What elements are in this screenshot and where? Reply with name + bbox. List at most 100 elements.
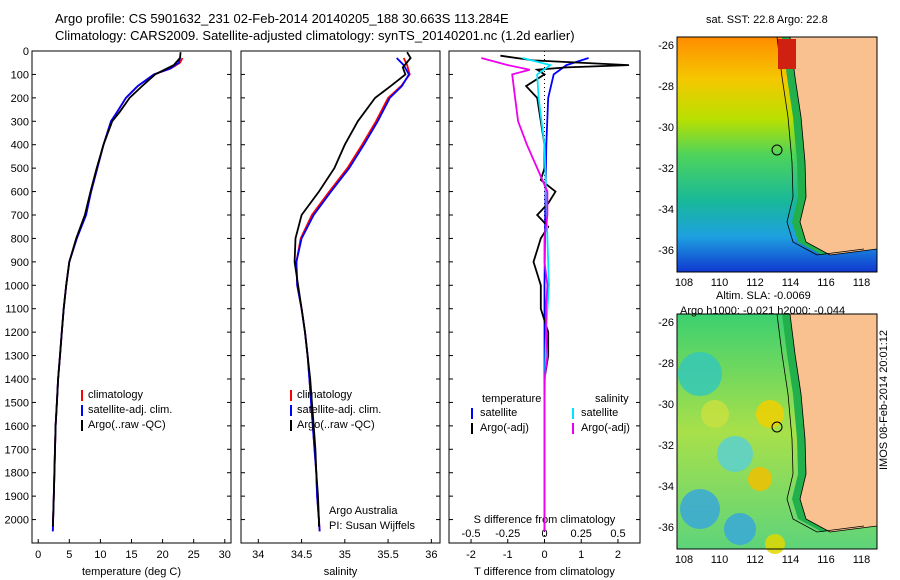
map-lon-tick: 110 (711, 277, 729, 289)
map-lat-tick: -30 (658, 122, 674, 134)
depth-tick-label: 100 (11, 69, 29, 81)
sla-map-title: Altim. SLA: -0.0069 (716, 290, 811, 302)
annotation-text: PI: Susan Wijffels (329, 520, 415, 532)
depth-tick-label: 300 (11, 116, 29, 128)
map-lat-tick: -26 (658, 317, 674, 329)
depth-tick-label: 1000 (5, 280, 29, 292)
sla-anomaly (717, 436, 753, 472)
map-lon-tick: 114 (782, 554, 800, 566)
map-lon-tick: 112 (746, 554, 764, 566)
depth-tick-label: 1700 (5, 444, 29, 456)
diff-s-tick-label: 0.5 (610, 528, 625, 540)
argo-float-marker (771, 421, 783, 433)
map-lat-tick: -26 (658, 40, 674, 52)
legend-label: satellite (581, 407, 618, 419)
diff-t-tick-label: -1 (503, 549, 513, 561)
depth-tick-label: 1600 (5, 421, 29, 433)
map-lon-tick: 116 (817, 554, 835, 566)
series-line (293, 51, 412, 527)
depth-tick-label: 800 (11, 233, 29, 245)
temperature-xtick-label: 20 (156, 549, 168, 561)
depth-tick-label: 200 (11, 93, 29, 105)
legend-label: Argo(..raw -QC) (297, 419, 375, 431)
difference-axis-label: T difference from climatology (474, 566, 615, 578)
sla-anomaly (678, 352, 722, 396)
map-lat-tick: -36 (658, 522, 674, 534)
sst-map (676, 36, 878, 273)
depth-tick-label: 1300 (5, 351, 29, 363)
depth-tick-label: 1200 (5, 327, 29, 339)
sst-warm-patch (778, 39, 796, 69)
temperature-xtick-label: 5 (66, 549, 72, 561)
sla-map (676, 313, 878, 554)
depth-tick-label: 600 (11, 187, 29, 199)
salinity-xtick-label: 35 (339, 549, 351, 561)
sla-anomaly (680, 489, 720, 529)
map-lon-tick: 110 (711, 554, 729, 566)
depth-tick-label: 700 (11, 210, 29, 222)
map-lat-tick: -30 (658, 399, 674, 411)
imos-timestamp: IMOS 08-Feb-2014 20:01:12 (878, 329, 890, 470)
diff-s-tick-label: -0.25 (495, 528, 520, 540)
sla-isobath (776, 313, 865, 533)
diff-t-tick-label: 1 (578, 549, 584, 561)
series-line (481, 57, 549, 532)
map-lon-tick: 116 (817, 277, 835, 289)
temperature-xtick-label: 25 (188, 549, 200, 561)
temperature-xtick-label: 0 (35, 549, 41, 561)
profile-title: Argo profile: CS 5901632_231 02-Feb-2014… (55, 11, 509, 26)
annotation-text: Argo Australia (329, 505, 398, 517)
map-lon-tick: 108 (675, 277, 693, 289)
legend-group-title: temperature (482, 393, 541, 405)
legend-label: satellite-adj. clim. (88, 404, 172, 416)
map-lat-tick: -32 (658, 163, 674, 175)
map-lat-tick: -32 (658, 440, 674, 452)
legend-label: climatology (297, 389, 353, 401)
salinity-frame (240, 50, 441, 544)
temperature-xtick-label: 15 (125, 549, 137, 561)
depth-tick-label: 1500 (5, 397, 29, 409)
legend-label: climatology (88, 389, 144, 401)
depth-tick-label: 500 (11, 163, 29, 175)
map-lat-tick: -28 (658, 81, 674, 93)
sla-anomaly (756, 400, 784, 428)
depth-tick-label: 400 (11, 140, 29, 152)
depth-tick-label: 1800 (5, 468, 29, 480)
legend-label: Argo(-adj) (581, 422, 630, 434)
map-lon-tick: 118 (853, 554, 871, 566)
series-line (51, 52, 182, 527)
depth-tick-label: 0 (23, 46, 29, 58)
diff-t-tick-label: 0 (541, 549, 547, 561)
depth-tick-label: 1900 (5, 491, 29, 503)
diff-s-tick-label: -0.5 (462, 528, 481, 540)
depth-tick-label: 1400 (5, 374, 29, 386)
legend-label: satellite-adj. clim. (297, 404, 381, 416)
depth-tick-label: 900 (11, 257, 29, 269)
argo-height-title: Argo h1000: -0.021 h2000: -0.044 (680, 305, 846, 317)
sla-anomaly (724, 513, 756, 545)
map-lat-tick: -34 (658, 481, 674, 493)
sla-map-frame (676, 313, 878, 550)
map-lon-tick: 114 (782, 277, 800, 289)
diff-t-tick-label: 2 (615, 549, 621, 561)
sla-anomaly (748, 467, 772, 491)
climatology-title: Climatology: CARS2009. Satellite-adjuste… (55, 28, 575, 43)
map-lon-tick: 118 (853, 277, 871, 289)
map-lat-tick: -34 (658, 204, 674, 216)
depth-tick-label: 1100 (5, 304, 29, 316)
legend-group-title: salinity (595, 393, 629, 405)
sst-isobath (776, 36, 865, 256)
salinity-xtick-label: 36 (425, 549, 437, 561)
temperature-xtick-label: 10 (94, 549, 106, 561)
sst-map-title: sat. SST: 22.8 Argo: 22.8 (706, 14, 828, 26)
temperature-frame (31, 50, 232, 544)
salinity-axis-label: salinity (324, 566, 358, 578)
map-lon-tick: 108 (675, 554, 693, 566)
salinity-xtick-label: 34.5 (291, 549, 312, 561)
sla-land (790, 314, 877, 532)
diff-s-tick-label: 0.25 (571, 528, 592, 540)
depth-tick-label: 2000 (5, 515, 29, 527)
map-lat-tick: -28 (658, 358, 674, 370)
diff-t-tick-label: -2 (466, 549, 476, 561)
